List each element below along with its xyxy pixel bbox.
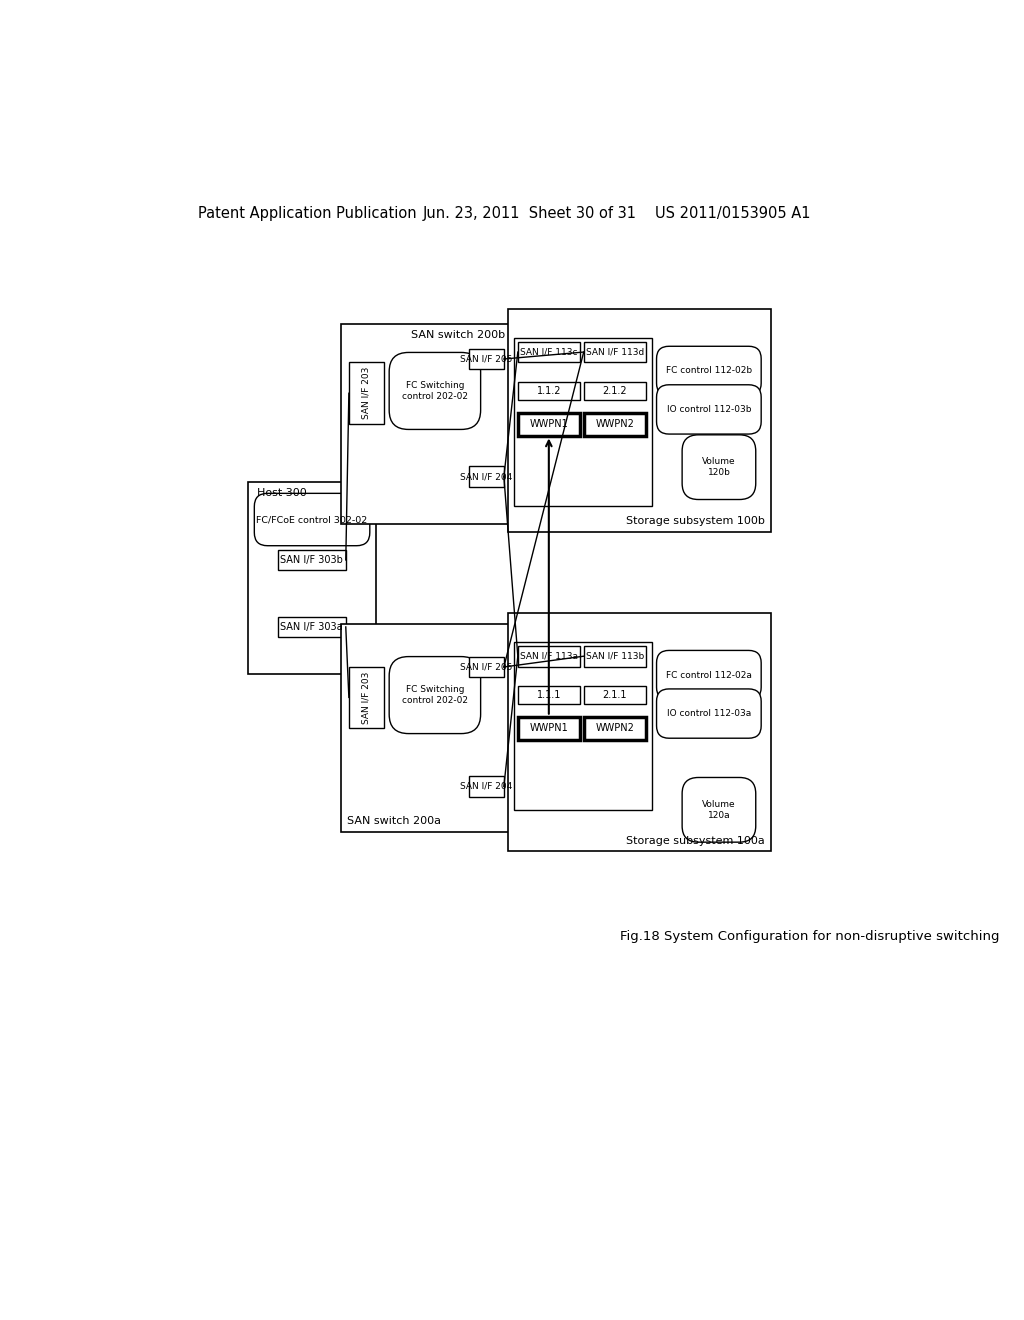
FancyBboxPatch shape bbox=[656, 651, 761, 700]
Text: SAN I/F 113b: SAN I/F 113b bbox=[586, 652, 644, 661]
Text: Jun. 23, 2011  Sheet 30 of 31: Jun. 23, 2011 Sheet 30 of 31 bbox=[423, 206, 637, 222]
Text: IO control 112-03b: IO control 112-03b bbox=[667, 405, 752, 414]
Bar bbox=[469, 466, 504, 487]
Text: FC control 112-02a: FC control 112-02a bbox=[666, 671, 752, 680]
Bar bbox=[584, 717, 646, 739]
Text: FC control 112-02b: FC control 112-02b bbox=[666, 367, 752, 375]
FancyBboxPatch shape bbox=[656, 689, 761, 738]
FancyBboxPatch shape bbox=[656, 346, 761, 396]
FancyBboxPatch shape bbox=[389, 656, 480, 734]
Bar bbox=[584, 645, 646, 667]
Text: Fig.18 System Configuration for non-disruptive switching: Fig.18 System Configuration for non-disr… bbox=[621, 929, 999, 942]
FancyBboxPatch shape bbox=[682, 434, 756, 499]
Text: SAN I/F 204: SAN I/F 204 bbox=[461, 781, 513, 791]
Bar bbox=[508, 309, 771, 532]
Text: Volume
120a: Volume 120a bbox=[702, 800, 736, 820]
FancyBboxPatch shape bbox=[682, 777, 756, 842]
Text: SAN I/F 204: SAN I/F 204 bbox=[461, 473, 513, 482]
Bar bbox=[584, 381, 646, 400]
Text: WWPN1: WWPN1 bbox=[529, 723, 568, 733]
Bar bbox=[518, 342, 580, 363]
Text: WWPN1: WWPN1 bbox=[529, 418, 568, 429]
Text: FC/FCoE control 302-02: FC/FCoE control 302-02 bbox=[256, 515, 368, 524]
Bar bbox=[514, 642, 652, 810]
Text: 1.1.2: 1.1.2 bbox=[537, 385, 561, 396]
FancyBboxPatch shape bbox=[254, 494, 370, 545]
Bar bbox=[518, 645, 580, 667]
Text: Storage subsystem 100b: Storage subsystem 100b bbox=[626, 516, 765, 527]
Bar bbox=[341, 323, 512, 524]
Bar bbox=[518, 412, 580, 436]
Bar bbox=[508, 612, 771, 851]
Text: SAN I/F 205: SAN I/F 205 bbox=[460, 355, 513, 363]
Text: US 2011/0153905 A1: US 2011/0153905 A1 bbox=[655, 206, 811, 222]
Text: Storage subsystem 100a: Storage subsystem 100a bbox=[627, 836, 765, 846]
Bar bbox=[278, 616, 346, 638]
Text: IO control 112-03a: IO control 112-03a bbox=[667, 709, 751, 718]
Bar bbox=[341, 624, 512, 832]
Bar bbox=[469, 776, 504, 797]
Bar bbox=[349, 667, 384, 729]
Text: FC Switching
control 202-02: FC Switching control 202-02 bbox=[401, 685, 468, 705]
Bar bbox=[584, 412, 646, 436]
Bar bbox=[518, 686, 580, 705]
Text: WWPN2: WWPN2 bbox=[595, 418, 634, 429]
Bar bbox=[518, 381, 580, 400]
Text: SAN I/F 203: SAN I/F 203 bbox=[361, 671, 371, 723]
Text: SAN switch 200a: SAN switch 200a bbox=[347, 816, 441, 826]
Text: WWPN2: WWPN2 bbox=[595, 723, 634, 733]
Text: SAN I/F 205: SAN I/F 205 bbox=[460, 663, 513, 672]
Bar bbox=[278, 549, 346, 570]
Bar bbox=[518, 717, 580, 739]
Bar bbox=[349, 363, 384, 424]
Bar bbox=[469, 656, 504, 677]
Text: 1.1.1: 1.1.1 bbox=[537, 690, 561, 700]
Text: 2.1.2: 2.1.2 bbox=[602, 385, 627, 396]
Bar bbox=[469, 348, 504, 370]
FancyBboxPatch shape bbox=[389, 352, 480, 429]
Bar bbox=[248, 482, 376, 675]
Text: SAN I/F 303b: SAN I/F 303b bbox=[281, 554, 343, 565]
Bar bbox=[514, 338, 652, 506]
Text: SAN I/F 203: SAN I/F 203 bbox=[361, 367, 371, 420]
Text: SAN I/F 113c: SAN I/F 113c bbox=[520, 347, 578, 356]
Text: 2.1.1: 2.1.1 bbox=[602, 690, 627, 700]
Text: SAN I/F 303a: SAN I/F 303a bbox=[281, 622, 343, 632]
Text: Volume
120b: Volume 120b bbox=[702, 458, 736, 477]
Bar bbox=[584, 686, 646, 705]
Text: FC Switching
control 202-02: FC Switching control 202-02 bbox=[401, 381, 468, 401]
FancyBboxPatch shape bbox=[656, 385, 761, 434]
Text: SAN switch 200b: SAN switch 200b bbox=[412, 330, 506, 339]
Text: SAN I/F 113a: SAN I/F 113a bbox=[520, 652, 578, 661]
Bar bbox=[584, 342, 646, 363]
Text: SAN I/F 113d: SAN I/F 113d bbox=[586, 347, 644, 356]
Text: Host 300: Host 300 bbox=[257, 487, 307, 498]
Text: Patent Application Publication: Patent Application Publication bbox=[198, 206, 417, 222]
